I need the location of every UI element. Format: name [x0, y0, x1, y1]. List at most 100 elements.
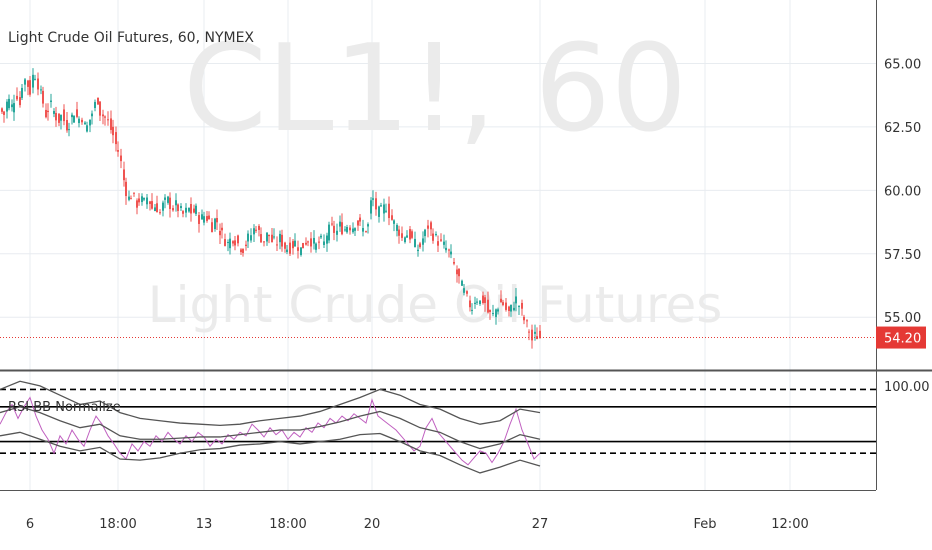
candle-body — [487, 299, 489, 313]
candle-body — [531, 329, 533, 341]
candle-body — [63, 109, 65, 122]
time-tick-label: 13 — [196, 517, 213, 532]
candle-body — [284, 242, 286, 249]
candle-body — [352, 228, 354, 233]
candle-body — [513, 307, 515, 311]
candle-body — [162, 202, 164, 211]
candle-body — [450, 251, 452, 255]
chart-title: Light Crude Oil Futures, 60, NYMEX — [8, 30, 254, 46]
price-axis[interactable]: 65.00 62.50 60.00 57.50 55.00 — [884, 57, 921, 326]
candle-body — [378, 206, 380, 217]
candle-body — [255, 229, 257, 231]
price-tick-label: 55.00 — [884, 311, 921, 326]
candle-body — [528, 331, 530, 333]
candle-body — [177, 204, 179, 211]
candle-body — [310, 238, 312, 247]
candle-body — [60, 115, 62, 121]
candle-body — [500, 298, 502, 303]
candle-body — [58, 113, 60, 123]
candle-body — [432, 233, 434, 241]
candle-body — [117, 150, 119, 152]
candle-body — [156, 203, 158, 213]
candle-body — [328, 224, 330, 241]
indicator-basis-line — [0, 406, 541, 450]
price-tick-label: 65.00 — [884, 57, 921, 72]
candle-body — [375, 198, 377, 210]
candle-body — [130, 198, 132, 200]
price-tick-label: 57.50 — [884, 248, 921, 263]
candle-body — [411, 231, 413, 238]
candle-body — [526, 320, 528, 322]
candle-body — [271, 234, 273, 243]
candle-body — [94, 101, 96, 108]
candle-body — [224, 239, 226, 246]
candle-body — [474, 302, 476, 304]
candle-body — [164, 197, 166, 200]
candle-body — [247, 233, 249, 242]
candle-body — [365, 231, 367, 233]
candle-body — [273, 236, 275, 238]
candle-body — [143, 198, 145, 200]
candle-body — [242, 248, 244, 253]
candle-body — [3, 111, 5, 115]
candle-body — [13, 103, 15, 113]
candle-body — [128, 196, 130, 200]
indicator-lower-band-line — [0, 431, 541, 474]
candle-body — [208, 215, 210, 220]
candle-body — [203, 216, 205, 223]
candle-body — [297, 247, 299, 251]
candle-body — [294, 240, 296, 247]
candle-body — [463, 288, 465, 293]
candle-body — [539, 330, 541, 339]
candle-body — [136, 200, 138, 208]
candle-body — [344, 229, 346, 231]
candle-body — [406, 235, 408, 238]
indicator-title[interactable]: RSI BB Normalize — [8, 400, 121, 415]
candle-body — [445, 247, 447, 251]
indicator-axis-tick: 100.00 — [884, 380, 930, 395]
candle-body — [37, 78, 39, 90]
candle-body — [91, 113, 93, 117]
candle-body — [341, 222, 343, 235]
candle-body — [159, 212, 161, 214]
candle-body — [263, 241, 265, 243]
time-tick-label: Feb — [693, 517, 716, 532]
time-tick-label: 6 — [26, 517, 34, 532]
candle-body — [476, 301, 478, 303]
candle-body — [172, 208, 174, 211]
candle-body — [422, 238, 424, 245]
candle-body — [302, 243, 304, 249]
candle-body — [154, 207, 156, 211]
candle-body — [229, 238, 231, 249]
candle-body — [292, 241, 294, 249]
candle-body — [76, 109, 78, 117]
candle-body — [367, 224, 369, 227]
candle-body — [68, 129, 70, 131]
candle-body — [300, 247, 302, 255]
time-axis[interactable]: 6 18:00 13 18:00 20 27 Feb 12:00 — [26, 517, 809, 532]
candle-body — [492, 313, 494, 315]
candle-body — [357, 220, 359, 226]
candle-body — [32, 74, 34, 88]
candle-body — [40, 89, 42, 91]
candle-body — [198, 215, 200, 224]
candle-body — [349, 227, 351, 231]
candle-body — [336, 230, 338, 235]
candle-body — [250, 235, 252, 241]
candle-body — [523, 316, 525, 321]
candle-body — [443, 241, 445, 245]
candle-body — [115, 132, 117, 145]
candle-body — [112, 126, 114, 136]
candle-body — [440, 239, 442, 241]
candle-body — [219, 230, 221, 236]
candle-body — [227, 241, 229, 243]
candle-body — [427, 225, 429, 229]
candle-body — [362, 227, 364, 232]
candle-body — [104, 116, 106, 118]
candle-body — [289, 242, 291, 254]
candle-body — [508, 306, 510, 311]
candle-body — [458, 268, 460, 277]
candle-body — [245, 244, 247, 247]
candle-body — [211, 222, 213, 233]
